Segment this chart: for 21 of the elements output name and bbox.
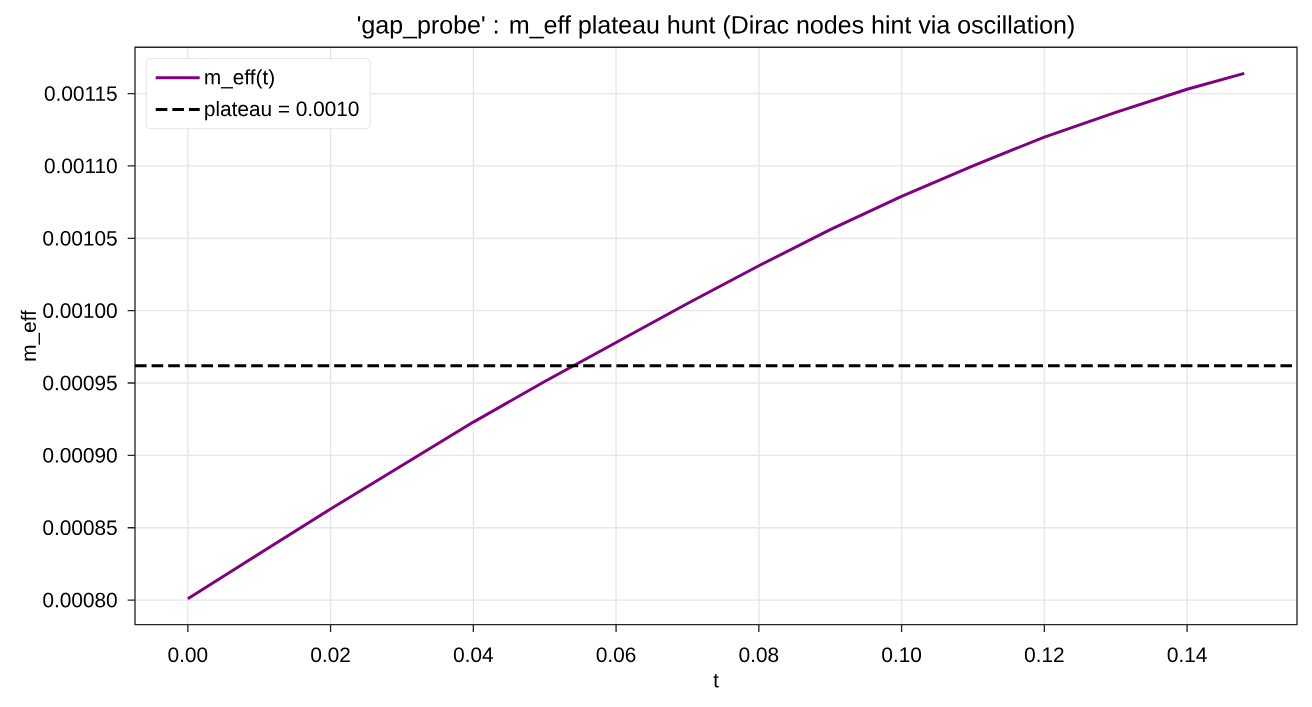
- y-tick-label: 0.00110: [44, 158, 117, 174]
- x-tick-label: 0.06: [596, 647, 636, 663]
- x-tick-label: 0.08: [739, 647, 779, 663]
- y-tick-label: 0.00115: [44, 86, 117, 101]
- x-tick-label: 0.12: [1024, 647, 1064, 663]
- x-tick-label: 0.00: [168, 647, 208, 663]
- y-tick-label: 0.00090: [43, 448, 117, 463]
- x-tick-label: 0.04: [453, 647, 493, 663]
- y-axis-title: m_eff: [20, 310, 40, 361]
- x-tick-label: 0.10: [882, 647, 922, 663]
- y-tick-label: 0.00100: [43, 303, 117, 319]
- y-tick-label: 0.00085: [43, 520, 117, 536]
- y-tick-label: 0.00080: [43, 592, 117, 608]
- legend-label: plateau = 0.0010: [205, 100, 359, 121]
- x-axis-title: t: [713, 673, 719, 688]
- y-tick-label: 0.00105: [43, 230, 117, 246]
- y-tick-label: 0.00095: [43, 375, 117, 391]
- x-tick-label: 0.02: [311, 647, 350, 663]
- chart-title: 'gap_probe' : m_eff plateau hunt (Dirac nodes hint via oscillation): [357, 15, 1074, 39]
- legend-label: m_eff(t): [205, 69, 274, 89]
- x-tick-label: 0.14: [1167, 647, 1207, 663]
